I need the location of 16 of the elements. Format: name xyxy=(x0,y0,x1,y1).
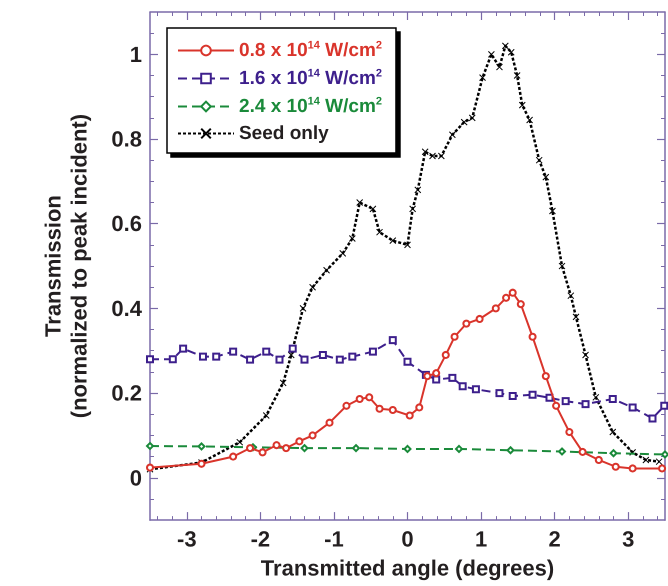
y-tick-label: 0.4 xyxy=(111,296,143,321)
y-tick-label: 0.2 xyxy=(111,380,142,406)
y-axis-title: Transmission (normalized to peak incident) xyxy=(40,114,92,418)
x-tick-label: -3 xyxy=(177,526,197,552)
x-tick-label: -2 xyxy=(250,526,270,552)
y-tick-label: 1 xyxy=(130,42,142,67)
x-tick-label: 0 xyxy=(401,526,414,552)
y-tick-label: 0.8 xyxy=(111,126,142,152)
y-tick-label: 0.6 xyxy=(111,211,142,236)
x-tick-label: 2 xyxy=(548,526,561,552)
x-axis-title: Transmitted angle (degrees) xyxy=(260,556,554,580)
x-tick-label: -1 xyxy=(324,526,344,552)
x-tick-label: 3 xyxy=(622,526,634,552)
x-tick-label: 1 xyxy=(474,526,488,552)
y-tick-label: 0 xyxy=(130,465,142,490)
legend-label: Seed only xyxy=(239,123,330,144)
